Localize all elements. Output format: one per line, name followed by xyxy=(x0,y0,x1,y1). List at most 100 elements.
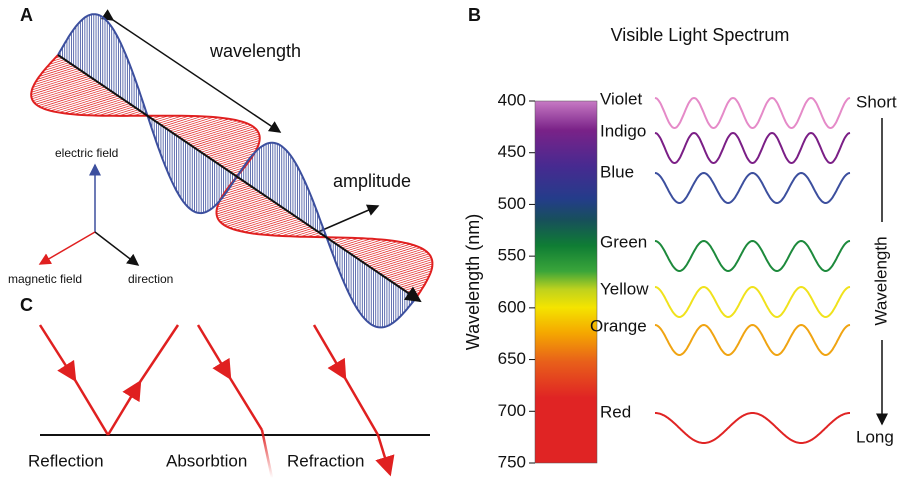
hatch xyxy=(375,253,430,271)
ray xyxy=(73,379,110,436)
hatch xyxy=(400,278,429,288)
hatch xyxy=(207,140,260,158)
hatch xyxy=(35,68,79,83)
hatch xyxy=(37,66,77,80)
hatch xyxy=(220,188,256,200)
hatch xyxy=(198,131,259,152)
hatch xyxy=(187,123,249,144)
hatch xyxy=(163,115,196,127)
spectrum-bar xyxy=(534,100,598,464)
hatch xyxy=(156,115,176,123)
hatch xyxy=(397,275,430,287)
hatch xyxy=(236,212,291,231)
color-name: Violet xyxy=(600,89,642,108)
hatch xyxy=(201,133,260,153)
hatch xyxy=(216,150,257,164)
propagation-axis xyxy=(57,54,422,303)
axis-arrow xyxy=(38,231,96,265)
color-wave xyxy=(654,285,851,319)
hatch xyxy=(216,194,264,210)
hatch xyxy=(217,200,273,219)
hatch xyxy=(359,243,411,261)
color-name: Green xyxy=(600,232,647,251)
hatch xyxy=(351,240,393,255)
hatch xyxy=(221,155,253,167)
color-wave xyxy=(654,96,851,130)
hatch xyxy=(339,238,366,247)
annotation: amplitude xyxy=(333,171,411,191)
hatch xyxy=(362,244,415,262)
hatch xyxy=(218,201,276,221)
hatch xyxy=(357,242,407,259)
hatch xyxy=(46,60,68,68)
hatch xyxy=(31,78,94,100)
hatch xyxy=(165,116,203,129)
annotation: Long xyxy=(856,427,894,446)
hatch xyxy=(364,246,418,264)
hatch xyxy=(105,106,135,117)
tick-label: 700 xyxy=(498,401,526,420)
hatch xyxy=(275,224,309,236)
tick-label: 650 xyxy=(498,349,526,368)
hatch xyxy=(386,263,433,279)
hatch xyxy=(31,72,85,91)
panel-label: B xyxy=(468,5,481,25)
tick-label: 750 xyxy=(498,452,526,471)
hatch xyxy=(244,215,296,233)
panel-label: C xyxy=(20,295,33,315)
hatch xyxy=(31,77,92,98)
amplitude-arrow xyxy=(317,204,380,233)
hatch xyxy=(32,71,83,88)
hatch xyxy=(240,214,294,232)
hatch xyxy=(180,120,239,139)
annotation: electric field xyxy=(55,146,118,160)
hatch xyxy=(178,119,234,138)
hatch xyxy=(218,152,255,165)
hatch xyxy=(43,88,108,109)
hatch xyxy=(118,109,139,117)
hatch xyxy=(217,191,260,206)
hatch xyxy=(34,82,99,103)
caption: Reflection xyxy=(28,451,104,470)
color-name: Orange xyxy=(590,316,647,335)
hatch xyxy=(212,144,259,161)
hatch xyxy=(225,161,249,170)
ray xyxy=(138,324,180,383)
panel-c: C Reflection Absorbtion Refraction xyxy=(20,295,430,479)
tick-label: 400 xyxy=(498,90,526,109)
hatch xyxy=(263,221,305,236)
color-wave xyxy=(654,131,851,165)
hatch xyxy=(391,268,432,282)
annotation: wavelength xyxy=(209,41,301,61)
hatch xyxy=(287,227,314,237)
axis-arrow xyxy=(94,231,140,266)
caption: Absorbtion xyxy=(166,451,247,470)
hatch xyxy=(380,257,432,275)
hatch xyxy=(344,238,377,250)
hatch xyxy=(196,129,258,150)
tick-label: 600 xyxy=(498,297,526,316)
hatch xyxy=(194,128,256,148)
hatch xyxy=(293,229,316,237)
hatch xyxy=(189,124,252,145)
hatch xyxy=(74,98,123,115)
hatch xyxy=(58,94,117,113)
hatch xyxy=(79,100,126,116)
hatch xyxy=(174,117,225,135)
color-name: Blue xyxy=(600,162,634,181)
hatch xyxy=(50,91,112,112)
hatch xyxy=(226,208,285,227)
color-name: Indigo xyxy=(600,121,646,140)
hatch xyxy=(393,270,432,284)
hatch xyxy=(348,239,388,253)
hatch xyxy=(63,95,119,114)
hatch xyxy=(37,85,103,107)
annotation: direction xyxy=(128,272,173,286)
hatch xyxy=(167,116,209,130)
hatch xyxy=(342,238,372,249)
color-name: Red xyxy=(600,402,631,421)
hatch xyxy=(223,185,251,195)
color-wave xyxy=(655,412,850,444)
hatch xyxy=(35,83,101,105)
axis-label: Wavelength (nm) xyxy=(463,214,483,350)
